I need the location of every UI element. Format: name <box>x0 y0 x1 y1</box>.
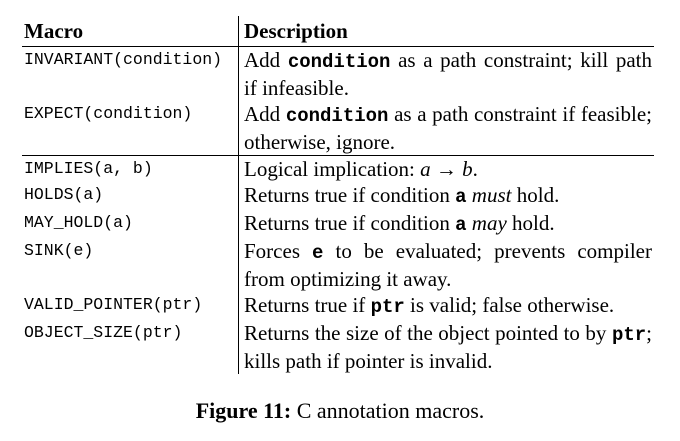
desc-text: Returns true if <box>244 293 371 317</box>
macro-description: Forces e to be evaluated; prevents compi… <box>238 238 654 292</box>
desc-text: is valid; false otherwise. <box>404 293 615 317</box>
desc-text: Returns the size of the object pointed t… <box>244 321 612 345</box>
macro-description: Returns the size of the object pointed t… <box>238 320 654 374</box>
desc-code: ptr <box>370 296 405 318</box>
desc-code: a <box>455 186 467 208</box>
macro-table: Macro Description INVARIANT(condition) A… <box>22 16 654 374</box>
macro-name: MAY_HOLD(a) <box>24 213 133 232</box>
table-row: SINK(e) Forces e to be evaluated; preven… <box>22 238 654 292</box>
macro-name: SINK(e) <box>24 241 94 260</box>
macro-description: Add condition as a path constraint if fe… <box>238 101 654 156</box>
macro-name: IMPLIES(a, b) <box>24 159 153 178</box>
desc-text: Returns true if condition <box>244 183 456 207</box>
desc-text: Add <box>244 48 288 72</box>
macro-description: Add condition as a path constraint; kill… <box>238 46 654 101</box>
desc-code: a <box>455 214 467 236</box>
desc-text: to be evaluated; prevents compiler from … <box>244 239 652 291</box>
table-row: OBJECT_SIZE(ptr) Returns the size of the… <box>22 320 654 374</box>
figure-caption: Figure 11: C annotation macros. <box>0 396 680 426</box>
table-row: INVARIANT(condition) Add condition as a … <box>22 46 654 101</box>
header-macro: Macro <box>22 16 239 47</box>
macro-description: Returns true if ptr is valid; false othe… <box>238 292 654 320</box>
macro-name: EXPECT(condition) <box>22 101 239 156</box>
desc-code: condition <box>285 105 389 127</box>
macro-description: Returns true if condition a must hold. <box>238 182 654 210</box>
desc-text: ; kills path if pointer is invalid. <box>244 321 652 373</box>
caption-text: C annotation macros. <box>296 398 485 423</box>
macro-description: Returns true if condition a may hold. <box>238 210 654 238</box>
desc-text: hold. <box>506 211 555 235</box>
macro-description: Logical implication: a → b. <box>238 155 654 182</box>
macro-name: INVARIANT(condition) <box>24 50 223 69</box>
macro-name: HOLDS(a) <box>24 185 104 204</box>
table-row: EXPECT(condition) Add condition as a pat… <box>22 101 654 156</box>
desc-emphasis: may <box>471 211 507 235</box>
desc-text: as a path constraint; kill path if infea… <box>244 48 653 100</box>
desc-text: hold. <box>511 183 560 207</box>
desc-text: Forces <box>244 239 313 263</box>
table-row: IMPLIES(a, b) Logical implication: a → b… <box>22 155 654 182</box>
desc-text: Logical implication: <box>244 157 421 181</box>
table-row: HOLDS(a) Returns true if condition a mus… <box>22 182 654 210</box>
desc-text: as a path constraint if feasible; otherw… <box>244 102 652 154</box>
table-row: MAY_HOLD(a) Returns true if condition a … <box>22 210 654 238</box>
desc-text: . <box>472 157 478 181</box>
header-description: Description <box>238 16 654 47</box>
desc-emphasis: must <box>471 183 512 207</box>
desc-text: Returns true if condition <box>244 211 456 235</box>
macro-name: VALID_POINTER(ptr) <box>24 295 203 314</box>
table-header-row: Macro Description <box>22 16 654 47</box>
table-row: VALID_POINTER(ptr) Returns true if ptr i… <box>22 292 654 320</box>
desc-code: ptr <box>611 324 647 346</box>
desc-code: e <box>312 242 324 264</box>
desc-code: condition <box>287 51 391 73</box>
macro-table-container: Macro Description INVARIANT(condition) A… <box>22 16 654 374</box>
desc-math: a → b <box>420 157 473 181</box>
caption-label: Figure 11: <box>195 398 292 423</box>
desc-text: Add <box>244 102 286 126</box>
macro-name: OBJECT_SIZE(ptr) <box>24 323 183 342</box>
